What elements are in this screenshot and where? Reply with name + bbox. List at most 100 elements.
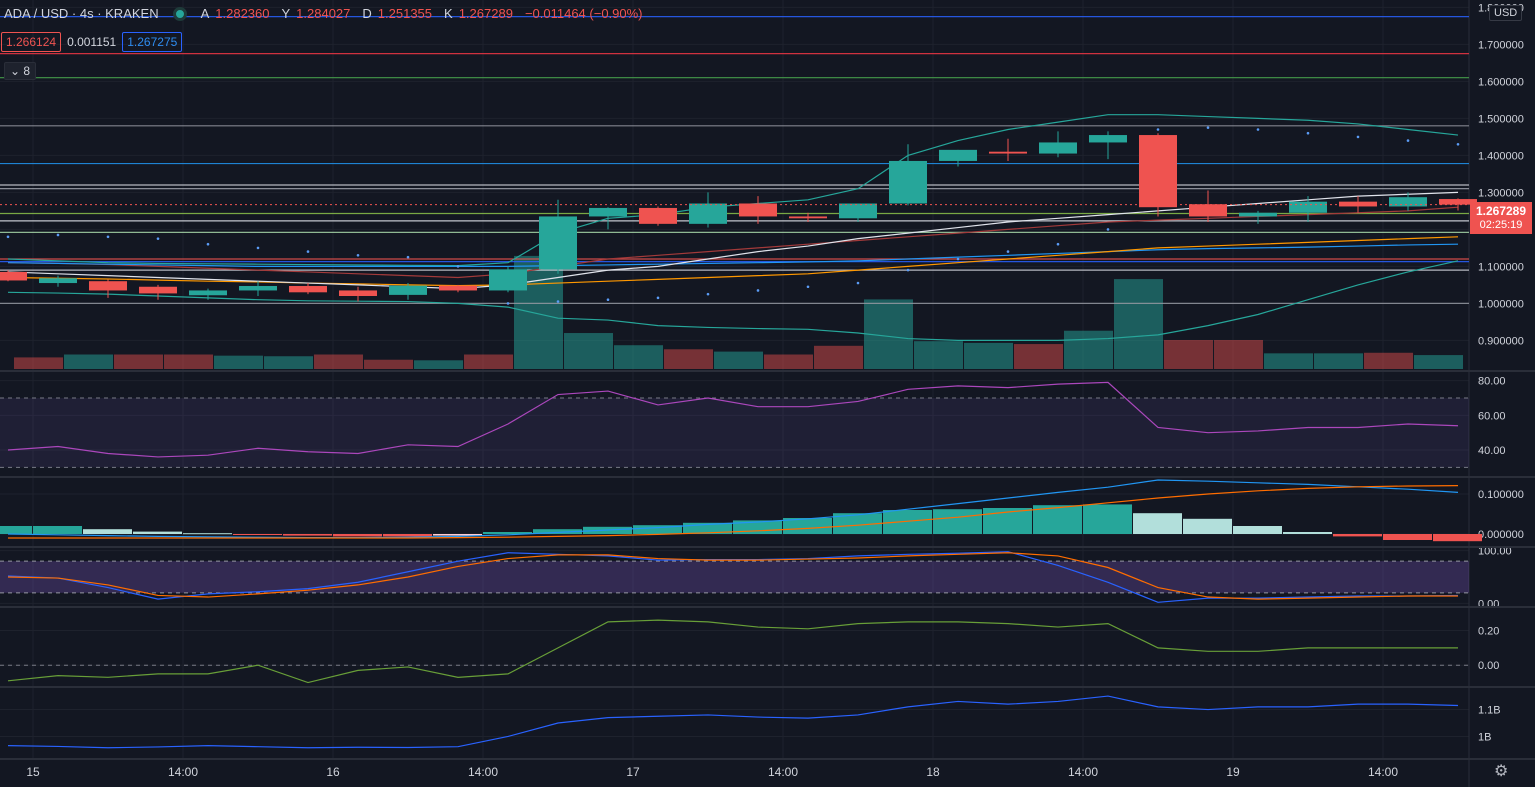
x-tick-label: 19: [1226, 765, 1240, 779]
rsi-line: [7, 381, 1459, 458]
candle-body: [1039, 142, 1077, 154]
y-tick-label: 0.100000: [1478, 489, 1524, 501]
psar-dot: [556, 300, 560, 303]
macd-histogram-bar: [1183, 518, 1232, 534]
psar-dot: [756, 289, 760, 292]
indicators-collapse-button[interactable]: ⌄ 8: [4, 62, 37, 80]
psar-dot: [606, 298, 610, 302]
y-tick-label: 1.600000: [1478, 76, 1524, 88]
moving-average-red-line: [7, 206, 1459, 279]
currency-button[interactable]: USD: [1489, 5, 1523, 21]
macd-histogram-bar: [133, 531, 182, 534]
high-value: 1.284027: [296, 6, 351, 21]
candle-body: [1089, 135, 1127, 143]
volume-bar: [914, 341, 963, 369]
macd-histogram-bar: [633, 525, 682, 534]
macd-histogram-bar: [933, 509, 982, 534]
candle-body: [239, 286, 277, 291]
psar-dot: [1406, 139, 1410, 142]
macd-histogram-bar: [833, 513, 882, 534]
macd-histogram-bar: [283, 534, 332, 536]
macd-histogram-bar: [33, 526, 82, 534]
candle-body: [789, 216, 827, 219]
psar-dot: [1006, 250, 1010, 253]
psar-dot: [156, 237, 160, 240]
candle-body: [439, 285, 477, 291]
psar-dot: [1256, 128, 1260, 131]
macd-histogram-bar: [83, 529, 132, 534]
y-tick-label: 1.000000: [1478, 298, 1524, 310]
low-label: D: [362, 6, 372, 21]
y-tick-label: 1.700000: [1478, 39, 1524, 51]
volume-bar: [1164, 340, 1213, 369]
psar-dot: [956, 257, 960, 261]
volume-bar: [1414, 355, 1463, 369]
y-tick-label: 0.00: [1478, 598, 1499, 610]
y-tick-label: 1.300000: [1478, 187, 1524, 199]
y-tick-label: 100.00: [1478, 546, 1512, 558]
x-tick-label: 15: [26, 765, 40, 779]
x-tick-label: 16: [326, 765, 340, 779]
close-value: 1.267289: [458, 6, 513, 21]
buy-button[interactable]: 1.267275: [122, 32, 183, 52]
volume-bar: [1264, 353, 1313, 369]
y-tick-label: 1.500000: [1478, 113, 1524, 125]
y-tick-label: 1.400000: [1478, 150, 1524, 162]
psar-dot: [1206, 126, 1210, 129]
macd-histogram-bar: [233, 534, 282, 535]
volume-bar: [814, 345, 863, 369]
psar-dot: [356, 254, 360, 257]
candle-body: [289, 286, 327, 293]
indicator-count: 8: [23, 64, 31, 78]
macd-histogram-bar: [383, 534, 432, 537]
macd-histogram-bar: [1133, 513, 1182, 534]
y-tick-label: 0.900000: [1478, 335, 1524, 347]
candle-body: [0, 271, 27, 281]
candle-body: [1139, 135, 1177, 208]
psar-dot: [56, 233, 60, 237]
candle-body: [1189, 204, 1227, 217]
gear-icon[interactable]: ⚙: [1494, 763, 1509, 780]
candle-body: [539, 216, 577, 270]
psar-dot: [1306, 131, 1310, 135]
psar-dot: [106, 235, 110, 239]
psar-dot: [806, 285, 810, 289]
stoch-band: [0, 561, 1469, 593]
candle-body: [389, 285, 427, 295]
candle-body: [739, 203, 777, 217]
macd-histogram-bar: [1083, 504, 1132, 534]
volume-bar: [564, 333, 613, 369]
sell-button[interactable]: 1.266124: [1, 32, 62, 52]
psar-dot: [1356, 135, 1360, 139]
psar-dot: [906, 268, 910, 272]
market-status-icon: [172, 6, 187, 21]
candle-body: [1439, 199, 1477, 205]
candle-body: [1289, 201, 1327, 213]
y-tick-label: 0.00: [1478, 660, 1499, 672]
moving-average-blue-line: [7, 243, 1459, 267]
change-value: −0.011464 (−0.90%): [524, 6, 643, 21]
volume-bar: [264, 356, 313, 369]
psar-dot: [1156, 128, 1160, 131]
volume-bar: [14, 357, 63, 369]
quote-buttons: 1.266124 0.001151 1.267275: [1, 32, 183, 52]
high-label: Y: [281, 6, 291, 21]
low-value: 1.251355: [377, 6, 433, 21]
psar-dot: [256, 246, 260, 250]
candle-body: [1239, 212, 1277, 217]
macd-histogram-bar: [1033, 505, 1082, 534]
cumulative-volume-line: [7, 695, 1459, 749]
volume-bar: [1214, 340, 1263, 369]
macd-line: [7, 479, 1459, 539]
y-tick-label: 0.000000: [1478, 529, 1524, 541]
x-tick-label: 14:00: [1368, 765, 1398, 779]
volume-bar: [1014, 344, 1063, 369]
psar-dot: [656, 296, 660, 300]
symbol-title[interactable]: ADA / USD · 4s · KRAKEN: [4, 6, 159, 21]
candle-body: [989, 151, 1027, 154]
volume-bar: [664, 349, 713, 369]
macd-histogram-bar: [683, 522, 732, 534]
symbol-legend: ADA / USD · 4s · KRAKEN A 1.282360 Y 1.284…: [4, 6, 649, 21]
spread-value: 0.001151: [67, 35, 117, 49]
